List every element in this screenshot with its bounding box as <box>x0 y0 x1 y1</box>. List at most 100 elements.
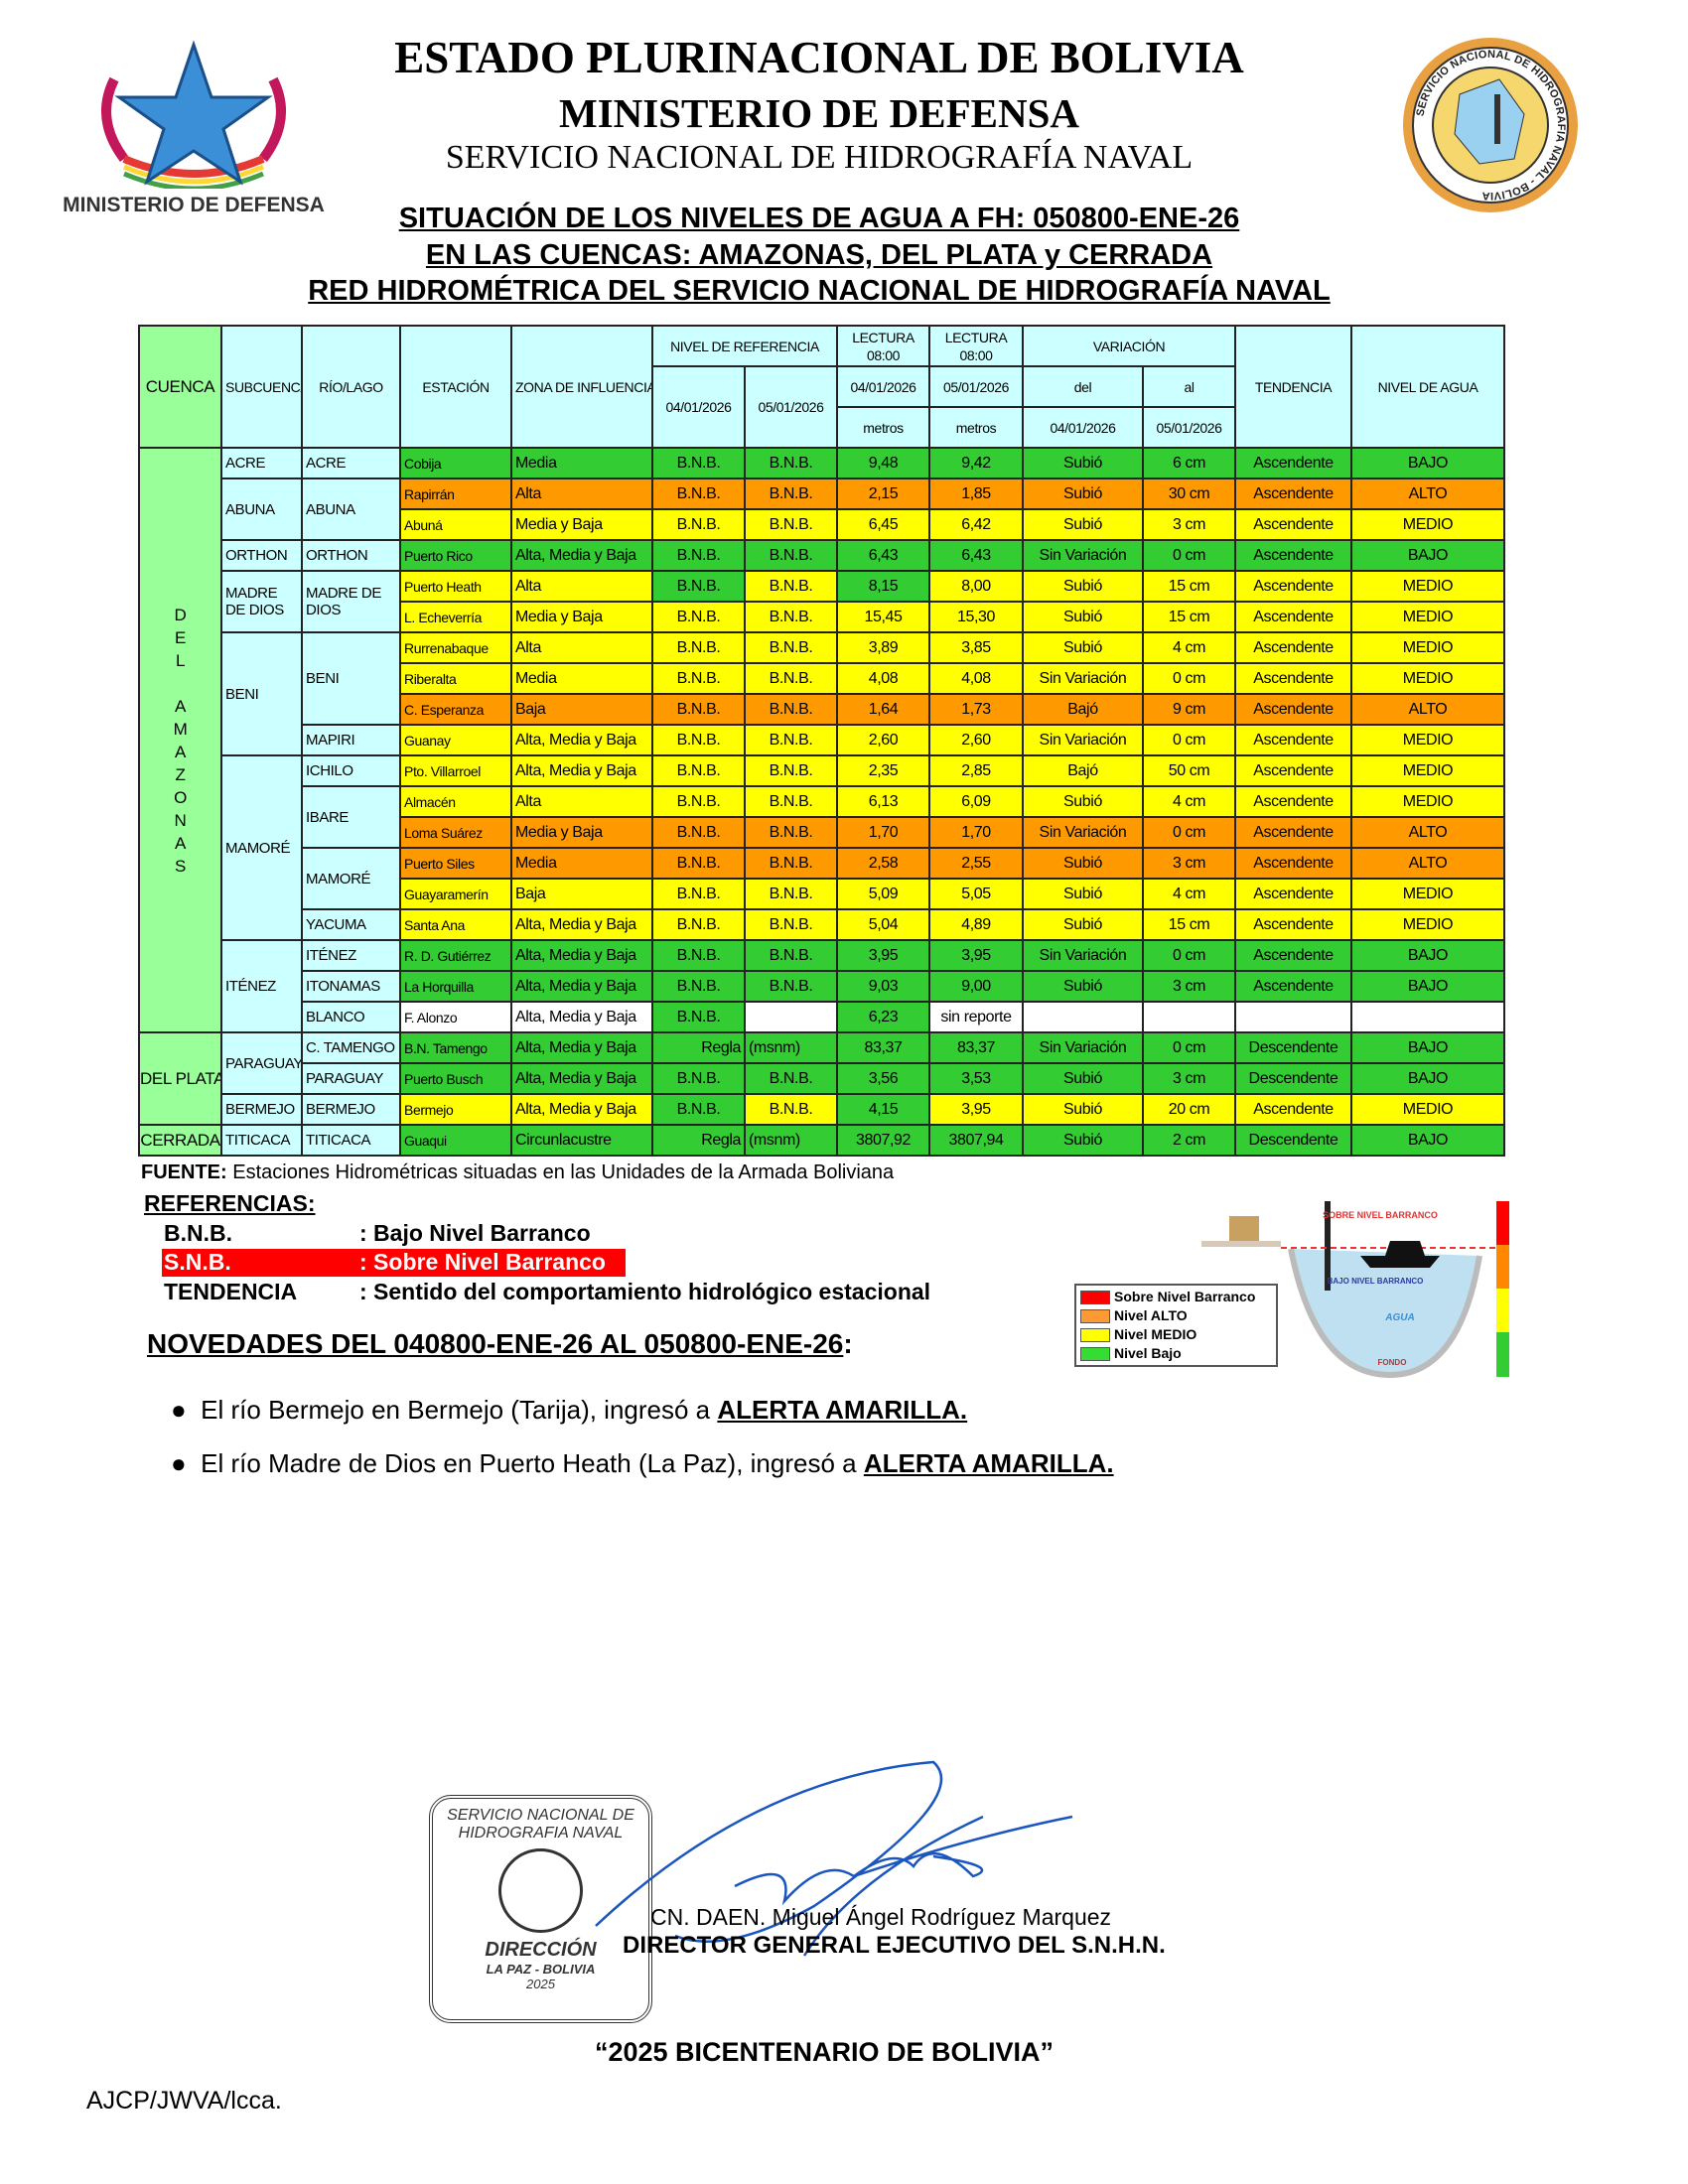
var-al-cell: 15 cm <box>1142 601 1236 633</box>
lectura2-cell: 6,42 <box>928 508 1024 541</box>
source-label: FUENTE: <box>141 1161 227 1183</box>
ref2-cell: B.N.B. <box>744 816 838 849</box>
var-del-cell: Subió <box>1022 1093 1144 1126</box>
var-del-cell: Subió <box>1022 1062 1144 1095</box>
ministry-logo: MINISTERIO DE DEFENSA <box>55 40 333 218</box>
subcuenca-cell: ORTHON <box>220 539 303 572</box>
tendencia-cell: Ascendente <box>1234 478 1352 510</box>
cuenca-cell: DEL PLATA <box>138 1031 222 1126</box>
ref2-cell: B.N.B. <box>744 785 838 818</box>
nivel-cell: MEDIO <box>1350 570 1505 603</box>
novedades-title: NOVEDADES DEL 040800-ENE-26 AL 050800-EN… <box>147 1328 853 1359</box>
report-network: RED HIDROMÉTRICA DEL SERVICIO NACIONAL D… <box>308 275 1331 307</box>
zona-cell: Alta, Media y Baja <box>510 970 653 1003</box>
nivel-cell: ALTO <box>1350 847 1505 880</box>
ref1-cell: B.N.B. <box>651 662 746 695</box>
tendencia-cell: Ascendente <box>1234 754 1352 787</box>
estacion-cell: La Horquilla <box>399 970 512 1003</box>
reference-bnb-key: B.N.B. <box>164 1220 232 1246</box>
reference-bnb-value: : Bajo Nivel Barranco <box>359 1220 591 1246</box>
nivel-cell: BAJO <box>1350 539 1505 572</box>
report-subtitle: EN LAS CUENCAS: AMAZONAS, DEL PLATA y CE… <box>425 239 1213 271</box>
ref1-cell: B.N.B. <box>651 478 746 510</box>
zona-cell: Media <box>510 447 653 479</box>
var-al-cell: 3 cm <box>1142 508 1236 541</box>
var-del-cell: Subió <box>1022 478 1144 510</box>
tendencia-cell: Ascendente <box>1234 631 1352 664</box>
var-al-cell: 3 cm <box>1142 847 1236 880</box>
var-del-cell: Subió <box>1022 908 1144 941</box>
ref1-cell: B.N.B. <box>651 447 746 479</box>
var-del-cell: Sin Variación <box>1022 939 1144 972</box>
lectura2-cell: 3807,94 <box>928 1124 1024 1157</box>
col-nivel-referencia: NIVEL DE REFERENCIA <box>651 325 838 367</box>
lectura1-cell: 3,95 <box>836 939 930 972</box>
table-row: ITÉNEZ ITÉNEZ R. D. Gutiérrez Alta, Media y… <box>139 939 1505 1033</box>
references-title: REFERENCIAS: <box>144 1190 316 1216</box>
estacion-cell: Rapirrán <box>399 478 512 510</box>
estacion-cell: Rurrenabaque <box>399 631 512 664</box>
col-cuenca: CUENCA <box>138 325 222 449</box>
official-stamp: SERVICIO NACIONAL DE HIDROGRAFIA NAVAL D… <box>429 1795 652 2023</box>
cuenca-letter: D <box>174 605 187 624</box>
zona-cell: Alta, Media y Baja <box>510 724 653 756</box>
ref1-cell: B.N.B. <box>651 847 746 880</box>
ref2-cell: B.N.B. <box>744 601 838 633</box>
legend-item: Nivel MEDIO <box>1080 1325 1272 1344</box>
unit-metros2: metros <box>928 406 1024 449</box>
tendencia-cell: Descendente <box>1234 1062 1352 1095</box>
nivel-cell: MEDIO <box>1350 724 1505 756</box>
cuenca-letter: N <box>174 810 187 830</box>
tendencia-cell: Ascendente <box>1234 570 1352 603</box>
lec-date1: 04/01/2026 <box>836 365 930 408</box>
table-row: YACUMA Santa Ana Alta, Media y Baja B.N.B. B… <box>139 908 1505 941</box>
lectura2-cell: sin reporte <box>928 1001 1024 1033</box>
legend-label: Nivel MEDIO <box>1114 1326 1197 1342</box>
zona-cell: Alta, Media y Baja <box>510 1001 653 1033</box>
lectura1-cell: 2,58 <box>836 847 930 880</box>
col-lectura2: LECTURA 08:00 <box>928 325 1024 367</box>
ref2-cell: B.N.B. <box>744 662 838 695</box>
lectura1-cell: 6,45 <box>836 508 930 541</box>
lectura1-cell: 15,45 <box>836 601 930 633</box>
table-row: CERRADA TITICACA TITICACA Guaqui Circunlacus… <box>138 1124 1505 1157</box>
rio-cell: ACRE <box>301 447 401 479</box>
ref1-cell: B.N.B. <box>651 754 746 787</box>
ref2-cell: (msnm) <box>744 1031 838 1064</box>
col-rio: RÍO/LAGO <box>301 325 401 449</box>
col-nivel: NIVEL DE AGUA <box>1350 325 1505 449</box>
estacion-cell: Puerto Busch <box>399 1062 512 1095</box>
zona-cell: Alta <box>510 570 653 603</box>
cuenca-letter: Z <box>175 764 186 784</box>
var-del-cell: Subió <box>1022 1124 1144 1157</box>
rio-cell: C. TAMENGO <box>301 1031 401 1064</box>
var-al-cell <box>1142 1001 1236 1033</box>
legend-swatch <box>1080 1327 1110 1342</box>
lectura1-cell: 3807,92 <box>836 1124 930 1157</box>
table-row: BENI BENI Rurrenabaque Alta B.N.B. B.N.B. 3,89… <box>139 631 1505 756</box>
cuenca-letter: A <box>175 696 186 716</box>
zona-cell: Baja <box>510 878 653 910</box>
ref2-cell: B.N.B. <box>744 754 838 787</box>
nivel-cell: MEDIO <box>1350 662 1505 695</box>
table-row: ORTHON ORTHON Puerto Rico Alta, Media y Baj… <box>139 539 1505 572</box>
rio-cell: BERMEJO <box>301 1093 401 1126</box>
estacion-cell: Puerto Siles <box>399 847 512 880</box>
lectura2-cell: 6,09 <box>928 785 1024 818</box>
col-tendencia: TENDENCIA <box>1234 325 1352 449</box>
var-al: al <box>1142 365 1236 408</box>
var-del-cell: Subió <box>1022 601 1144 633</box>
zona-cell: Alta <box>510 785 653 818</box>
source-text: Estaciones Hidrométricas situadas en las… <box>226 1161 895 1183</box>
ref2-cell: B.N.B. <box>744 570 838 603</box>
zona-cell: Alta, Media y Baja <box>510 939 653 972</box>
lectura2-cell: 9,00 <box>928 970 1024 1003</box>
col-variacion: VARIACIÓN <box>1022 325 1236 367</box>
estacion-cell: Guaqui <box>399 1124 512 1157</box>
ref2-cell: B.N.B. <box>744 908 838 941</box>
legend-label: Sobre Nivel Barranco <box>1114 1289 1256 1304</box>
zona-cell: Alta, Media y Baja <box>510 1062 653 1095</box>
lectura2-cell: 8,00 <box>928 570 1024 603</box>
var-del-cell: Sin Variación <box>1022 662 1144 695</box>
ref1-cell: B.N.B. <box>651 601 746 633</box>
